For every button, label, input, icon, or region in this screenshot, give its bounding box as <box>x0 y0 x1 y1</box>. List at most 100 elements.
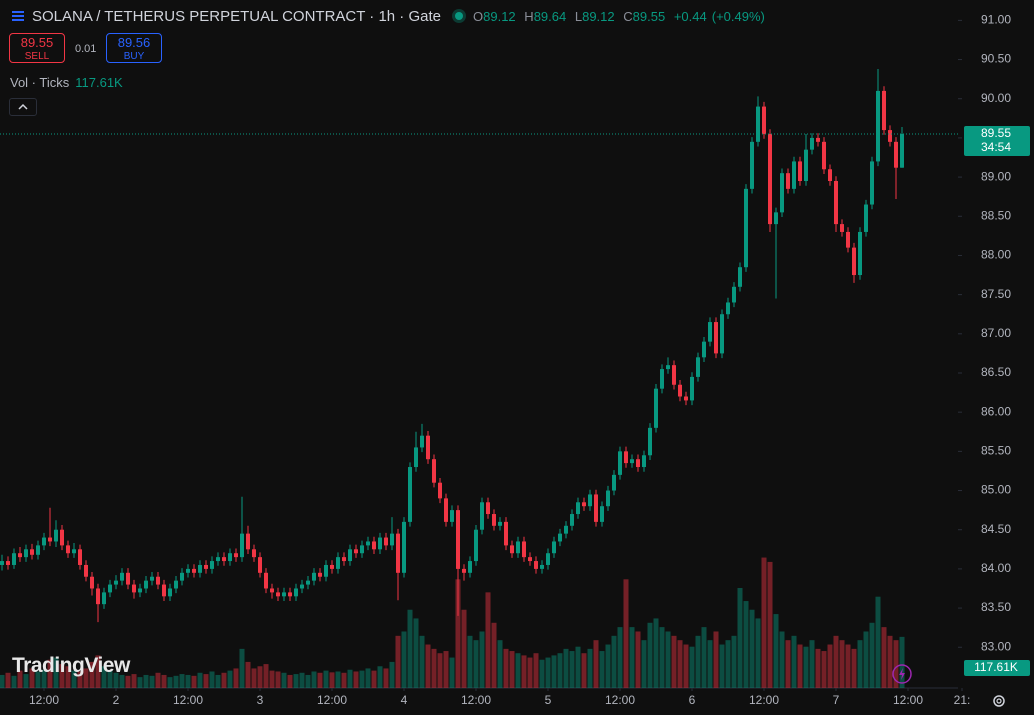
candle-body <box>96 588 100 605</box>
volume-bar <box>119 674 125 688</box>
volume-bar <box>509 651 515 688</box>
volume-bar <box>11 675 17 688</box>
volume-bar <box>449 657 455 688</box>
volume-name: Vol · Ticks <box>10 75 70 90</box>
volume-bar <box>485 592 491 688</box>
sell-price: 89.55 <box>20 35 54 50</box>
volume-bar <box>533 653 539 688</box>
volume-bar <box>443 651 449 688</box>
low-value: 89.12 <box>582 8 615 24</box>
candle-body <box>492 514 496 526</box>
settings-button[interactable] <box>990 692 1008 710</box>
candle-body <box>198 564 202 573</box>
x-tick-label: 21: <box>954 693 971 707</box>
volume-bar <box>659 627 665 688</box>
y-tick-label: 87.50 <box>981 287 1011 301</box>
candle-body <box>42 537 46 546</box>
candle-body <box>174 580 178 589</box>
volume-bar <box>839 640 845 688</box>
volume-bar <box>425 644 431 688</box>
volume-bar <box>215 674 221 688</box>
volume-bar <box>539 659 545 688</box>
candle-body <box>294 588 298 597</box>
volume-bar <box>503 648 509 688</box>
volume-bar <box>317 672 323 688</box>
volume-bar <box>587 648 593 688</box>
volume-bar <box>371 670 377 688</box>
volume-bar <box>491 622 497 688</box>
candle-body <box>762 106 766 134</box>
volume-bar <box>155 672 161 688</box>
candle-body <box>330 564 334 569</box>
candle-body <box>552 541 556 554</box>
volume-bar <box>377 666 383 688</box>
volume-bar <box>101 666 107 688</box>
volume-bar <box>359 670 365 688</box>
candle-body <box>498 521 502 526</box>
candle-body <box>768 133 772 225</box>
volume-bar <box>851 648 857 688</box>
candle-body <box>822 141 826 170</box>
close-value: 89.55 <box>632 8 666 24</box>
volume-bar <box>251 668 257 688</box>
collapse-button[interactable] <box>9 98 37 116</box>
candle-body <box>438 482 442 499</box>
volume-bar <box>761 557 767 688</box>
candle-body <box>168 588 172 597</box>
y-tick-label: 86.50 <box>981 365 1011 379</box>
candle-body <box>540 564 544 569</box>
candle-body <box>564 525 568 534</box>
y-tick-label: 84.50 <box>981 522 1011 536</box>
chart-title: SOLANA / TETHERUS PERPETUAL CONTRACT · 1… <box>32 7 441 25</box>
candle-body <box>894 141 898 168</box>
candle-body <box>750 141 754 189</box>
buy-label: BUY <box>123 51 145 62</box>
candle-body <box>252 549 256 558</box>
candle-body <box>222 557 226 562</box>
volume-bar <box>467 635 473 688</box>
volume-bar <box>263 664 269 688</box>
candle-body <box>228 553 232 562</box>
volume-bar <box>767 561 773 688</box>
ohlc-label: L <box>574 8 583 24</box>
candle-body <box>60 529 64 546</box>
last-price-badge <box>964 125 1030 156</box>
candle-body <box>810 137 814 150</box>
volume-bar <box>575 646 581 688</box>
volume-bar <box>821 651 827 688</box>
candle-body <box>582 502 586 507</box>
candle-body <box>798 161 802 182</box>
volume-bar <box>869 622 875 688</box>
volume-bar <box>59 664 65 688</box>
volume-bar <box>827 644 833 688</box>
candle-body <box>570 514 574 526</box>
candle-body <box>102 592 106 605</box>
status-dot <box>452 9 466 23</box>
buy-button[interactable]: 89.56 BUY <box>106 33 162 63</box>
volume-bar <box>641 640 647 688</box>
candle-body <box>30 549 34 555</box>
candle-body <box>714 322 718 354</box>
sell-button[interactable]: 89.55 SELL <box>9 33 65 63</box>
candle-body <box>390 533 394 546</box>
candle-body <box>264 572 268 589</box>
volume-bar <box>749 609 755 688</box>
candle-body <box>186 568 190 573</box>
candle-body <box>816 137 820 142</box>
y-tick-label: 91.00 <box>981 13 1011 27</box>
candle-body <box>426 435 430 460</box>
candle-body <box>666 365 670 370</box>
volume-bar <box>395 635 401 688</box>
candle-body <box>468 561 472 573</box>
volume-bar <box>431 648 437 688</box>
y-tick-label: 89.00 <box>981 169 1011 183</box>
lightning-button[interactable] <box>892 664 912 684</box>
candle-body <box>342 557 346 562</box>
volume-bar <box>581 653 587 688</box>
menu-icon[interactable] <box>12 10 24 22</box>
candle-body <box>12 553 16 565</box>
candle-body <box>684 396 688 401</box>
candle-body <box>480 502 484 530</box>
volume-bar <box>557 653 563 688</box>
volume-bar <box>527 657 533 688</box>
